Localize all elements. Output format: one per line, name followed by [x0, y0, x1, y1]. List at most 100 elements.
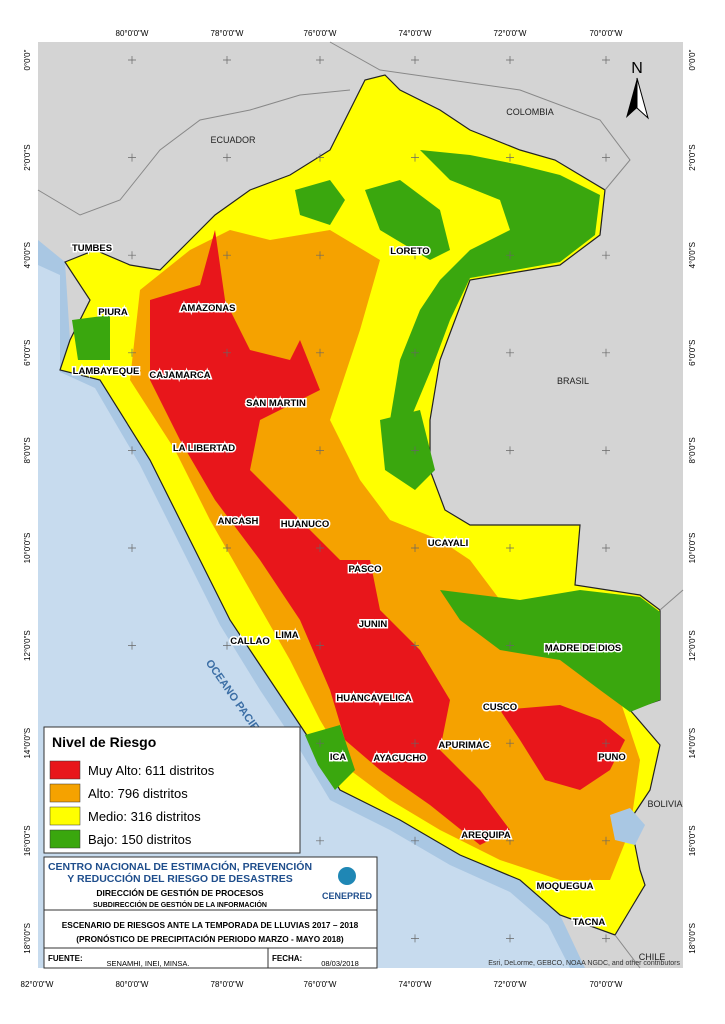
latitude-label: 0°0'0" — [23, 49, 32, 70]
graticule-cross — [411, 153, 419, 162]
border-colombia — [329, 41, 631, 191]
latitude-label: 14°0'0"S — [23, 728, 32, 759]
graticule-cross — [223, 641, 231, 650]
latitude-label: 6°0'0"S — [688, 340, 697, 366]
map-subtitle: (PRONÓSTICO DE PRECIPITACIÓN PERIODO MAR… — [76, 933, 344, 944]
risk-very-high-zone — [150, 230, 510, 845]
graticule-cross — [316, 348, 324, 357]
graticule-cross — [128, 544, 136, 552]
graticule-cross — [506, 153, 514, 162]
org-name: CENTRO NACIONAL DE ESTIMACIÓN, PREVENCIÓ… — [48, 860, 312, 873]
latitude-label: 6°0'0"S — [23, 340, 32, 366]
latitude-label: 10°0'0"S — [688, 533, 697, 564]
region-label: HUANCAVELICA — [336, 693, 411, 704]
map-title: ESCENARIO DE RIESGOS ANTE LA TEMPORADA D… — [62, 920, 359, 930]
risk-low-zone-loreto-2 — [365, 180, 450, 260]
risk-low-zone-madre — [440, 590, 660, 712]
north-arrow-right — [636, 77, 649, 120]
border-brasil-bolivia — [659, 589, 684, 611]
country-label: BOLIVIA — [647, 799, 682, 809]
region-label: HUANUCO — [281, 519, 330, 530]
longitude-label: 70°0'0"W — [590, 980, 623, 989]
legend-label: Medio: 316 distritos — [88, 809, 201, 824]
legend: Nivel de Riesgo Muy Alto: 611 distritos A… — [43, 726, 301, 854]
border-chile — [614, 934, 641, 969]
date-label: FECHA: — [272, 954, 302, 963]
region-label: LAMBAYEQUE — [73, 366, 140, 377]
risk-low-zone-loreto — [295, 180, 345, 225]
longitude-label: 72°0'0"W — [494, 980, 527, 989]
legend-items: Muy Alto: 611 distritos Alto: 796 distrit… — [49, 760, 215, 849]
region-label: AMAZONAS — [181, 303, 236, 314]
latitude-label: 8°0'0"S — [688, 437, 697, 463]
graticule-cross — [506, 739, 514, 748]
risk-low-zone-ica — [305, 725, 355, 790]
lake-titicaca — [610, 808, 645, 845]
graticule-cross — [602, 251, 610, 260]
direction: DIRECCIÓN DE GESTIÓN DE PROCESOS — [96, 887, 264, 898]
region-labels: TUMBES LORETO PIURA AMAZONAS LAMBAYEQUE CAJAM… — [70, 242, 627, 930]
latitude-label: 8°0'0"S — [23, 437, 32, 463]
region-label: LORETO — [390, 246, 429, 257]
graticule-cross — [223, 153, 231, 162]
country-label: COLOMBIA — [506, 107, 554, 117]
graticule-cross — [506, 348, 514, 357]
legend-swatch — [49, 829, 81, 849]
graticule-cross — [128, 153, 136, 162]
longitude-label: 78°0'0"W — [211, 29, 244, 38]
longitude-label: 78°0'0"W — [211, 980, 244, 989]
graticule-cross — [223, 446, 231, 455]
longitude-label: 70°0'0"W — [590, 29, 623, 38]
north-label: N — [631, 60, 643, 77]
logo-text: CENEPRED — [322, 891, 373, 901]
info-box — [43, 856, 378, 969]
longitude-label: 80°0'0"W — [116, 980, 149, 989]
source-label: FUENTE: — [48, 954, 83, 963]
graticule-cross — [602, 836, 610, 845]
latitude-label: 4°0'0"S — [23, 242, 32, 268]
region-label: AYACUCHO — [373, 753, 426, 764]
latitude-label: 16°0'0"S — [23, 825, 32, 856]
latitude-label: 14°0'0"S — [688, 728, 697, 759]
graticule-cross — [602, 56, 610, 64]
region-label: AREQUIPA — [461, 830, 511, 841]
graticule-cross — [506, 934, 514, 943]
longitude-label: 76°0'0"W — [304, 980, 337, 989]
risk-low-zone-east — [390, 150, 600, 420]
region-label: CAJAMARCA — [149, 370, 210, 381]
risk-low-zone-piura — [72, 315, 110, 360]
region-label: CUSCO — [483, 702, 517, 713]
graticule-cross — [223, 251, 231, 260]
latitude-label: 12°0'0"S — [688, 630, 697, 661]
region-label: UCAYALI — [428, 538, 468, 549]
info-block: CENTRO NACIONAL DE ESTIMACIÓN, PREVENCIÓ… — [43, 856, 378, 969]
logo-icon — [338, 867, 356, 885]
north-arrow-left — [626, 78, 637, 118]
region-label: JUNIN — [359, 619, 388, 630]
latitude-label: 0°0'0" — [688, 49, 697, 70]
graticule-cross — [411, 641, 419, 650]
longitude-label: 72°0'0"W — [494, 29, 527, 38]
graticule-cross — [506, 544, 514, 552]
legend-title: Nivel de Riesgo — [52, 734, 156, 750]
region-label: TUMBES — [72, 243, 112, 254]
latitude-label: 10°0'0"S — [23, 533, 32, 564]
legend-label: Muy Alto: 611 distritos — [88, 763, 215, 778]
graticule-cross — [602, 153, 610, 162]
longitude-label: 82°0'0"W — [21, 980, 54, 989]
longitude-label: 74°0'0"W — [399, 29, 432, 38]
graticule-cross — [602, 641, 610, 650]
latitude-label: 16°0'0"S — [688, 825, 697, 856]
graticule-cross — [223, 544, 231, 552]
graticule-cross — [602, 739, 610, 748]
subdirection: SUBDIRECCIÓN DE GESTIÓN DE LA INFORMACIÓ… — [93, 900, 267, 909]
country-label: BRASIL — [557, 376, 589, 386]
region-label: LIMA — [275, 630, 298, 641]
longitude-label: 76°0'0"W — [304, 29, 337, 38]
graticule-cross — [316, 56, 324, 64]
longitude-label: 74°0'0"W — [399, 980, 432, 989]
graticule-cross — [316, 739, 324, 748]
graticule-cross — [411, 446, 419, 455]
legend-label: Alto: 796 distritos — [88, 786, 188, 801]
legend-swatch — [49, 783, 81, 803]
